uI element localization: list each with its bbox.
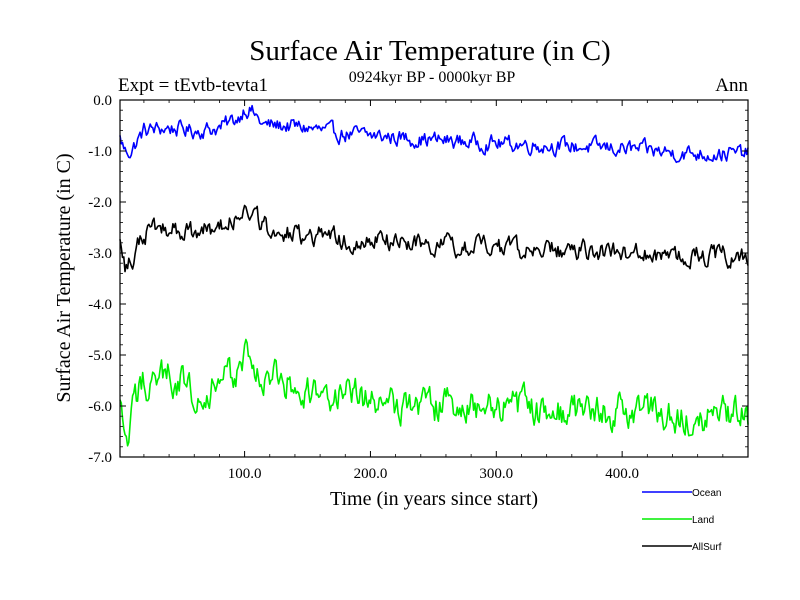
tick-layer: 0.0 -1.0 -2.0 -3.0 -4.0 -5.0 -6.0 -7.0 100.0 200.… (88, 93, 748, 482)
legend-label-allsurf: AllSurf (692, 542, 722, 553)
x-tick-label: 200.0 (354, 466, 388, 482)
x-tick-label: 400.0 (605, 466, 639, 482)
x-axis-label: Time (in years since start) (330, 488, 538, 510)
legend-label-ocean: Ocean (692, 488, 721, 499)
period-label: Ann (715, 75, 748, 96)
series-layer (119, 104, 749, 447)
y-tick-label: -5.0 (88, 348, 112, 364)
y-tick-label: -7.0 (88, 450, 112, 466)
series-line-allsurf (119, 204, 749, 273)
series-line-ocean (119, 104, 749, 164)
series-line-land (119, 338, 749, 447)
y-tick-label: -6.0 (88, 399, 112, 415)
y-tick-label: -4.0 (88, 297, 112, 313)
x-tick-label: 100.0 (228, 466, 262, 482)
y-tick-label: -2.0 (88, 195, 112, 211)
experiment-label: Expt = tEvtb-tevta1 (118, 75, 268, 96)
x-tick-label: 300.0 (479, 466, 513, 482)
legend-label-land: Land (692, 515, 714, 526)
y-tick-label: -1.0 (88, 144, 112, 160)
legend: Ocean Land AllSurf (642, 488, 722, 553)
chart-title: Surface Air Temperature (in C) (249, 35, 610, 67)
y-tick-label: -3.0 (88, 246, 112, 262)
y-tick-label: 0.0 (93, 93, 112, 109)
plot-frame (119, 99, 749, 458)
y-axis-label: Surface Air Temperature (in C) (53, 153, 75, 402)
time-range-subtitle: 0924kyr BP - 0000kyr BP (349, 69, 516, 86)
